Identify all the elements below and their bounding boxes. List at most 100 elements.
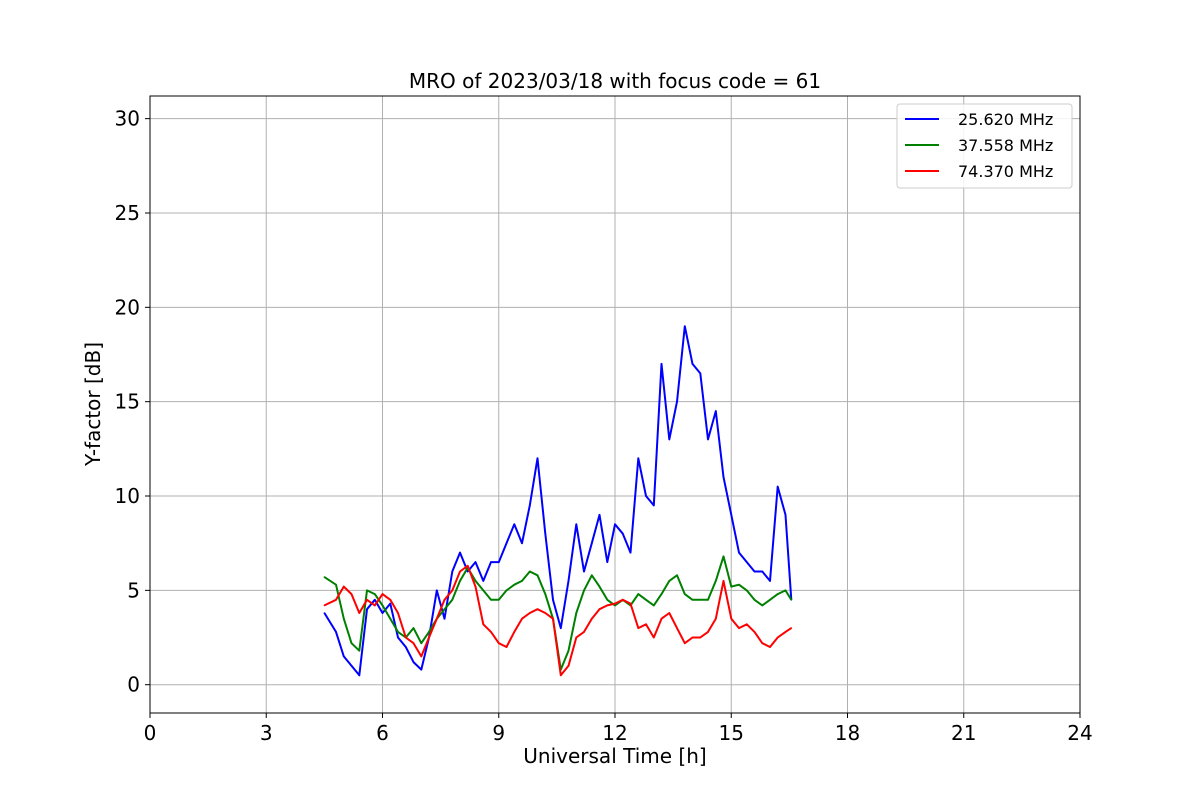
data-point (536, 457, 539, 460)
data-point (443, 617, 446, 620)
data-point (505, 589, 508, 592)
data-point (482, 580, 485, 582)
y-tick-label: 5 (127, 578, 140, 602)
data-point (529, 504, 531, 507)
data-point (474, 561, 477, 563)
data-point (443, 608, 446, 610)
data-point (513, 631, 516, 633)
data-point (606, 604, 609, 607)
data-point (536, 574, 539, 577)
data-point (684, 642, 686, 644)
data-point (637, 593, 640, 595)
data-point (381, 604, 384, 607)
data-point (389, 617, 392, 620)
series-line-1 (323, 325, 793, 677)
data-point (412, 627, 415, 629)
data-point (443, 599, 446, 601)
data-point (699, 599, 702, 601)
data-point (722, 580, 725, 582)
y-tick-label: 0 (127, 673, 140, 697)
data-point (776, 593, 779, 595)
data-point (776, 485, 779, 488)
y-tick-label: 20 (115, 295, 140, 319)
data-point (715, 410, 717, 412)
data-point (784, 514, 787, 516)
data-point (691, 636, 694, 639)
data-point (598, 608, 601, 610)
data-point (560, 627, 562, 629)
data-point (614, 604, 616, 607)
data-point (420, 668, 423, 671)
data-point (684, 325, 686, 328)
data-point (645, 623, 647, 626)
data-point (738, 627, 740, 629)
data-point (567, 665, 570, 667)
data-point (420, 642, 423, 644)
data-point (776, 636, 779, 639)
y-tick-label: 25 (115, 201, 140, 225)
y-axis-label: Y-factor [dB] (81, 342, 105, 467)
data-point (374, 599, 376, 601)
data-point (591, 617, 593, 620)
data-point (761, 642, 764, 644)
data-point (451, 589, 454, 592)
data-point (746, 623, 748, 626)
data-point (343, 655, 345, 658)
data-point (622, 532, 624, 535)
data-point (474, 580, 477, 582)
x-tick-label: 9 (492, 721, 505, 745)
data-point (691, 599, 694, 601)
data-point (653, 504, 655, 507)
data-point (790, 599, 793, 601)
data-point (738, 551, 740, 554)
data-point (428, 631, 430, 633)
data-point (412, 661, 415, 663)
data-point (637, 457, 640, 460)
legend-box (896, 103, 1073, 189)
data-point (335, 631, 337, 633)
x-tick-label: 3 (260, 721, 273, 745)
data-point (591, 574, 593, 577)
data-point (552, 599, 554, 601)
x-tick-label: 15 (719, 721, 744, 745)
data-point (614, 523, 616, 526)
chart-title: MRO of 2023/03/18 with focus code = 61 (409, 69, 821, 93)
data-point (614, 602, 616, 605)
data-point (544, 532, 547, 535)
data-point (668, 438, 671, 441)
data-point (397, 636, 399, 639)
data-point (676, 574, 678, 577)
data-point (459, 570, 461, 573)
data-point (715, 580, 717, 582)
data-point (606, 599, 609, 601)
data-point (645, 495, 647, 497)
data-point (358, 612, 361, 614)
x-tick-label: 0 (144, 721, 157, 745)
data-point (761, 604, 764, 607)
data-point (730, 585, 733, 588)
data-point (722, 555, 725, 558)
legend-label: 25.620 MHz (958, 110, 1053, 129)
data-point (653, 604, 655, 607)
data-point (474, 585, 477, 588)
data-point (746, 561, 748, 563)
data-point (335, 583, 337, 586)
data-point (397, 612, 399, 614)
data-point (381, 593, 384, 595)
data-point (381, 612, 384, 614)
data-point (691, 363, 694, 365)
data-point (529, 570, 531, 573)
data-point (490, 599, 492, 601)
x-tick-label: 21 (951, 721, 976, 745)
data-point (323, 612, 326, 614)
data-point (366, 599, 368, 601)
data-point (490, 631, 492, 633)
data-point (459, 551, 461, 554)
data-point (412, 642, 415, 644)
data-point (490, 561, 492, 563)
data-point (676, 627, 678, 629)
data-point (753, 599, 756, 601)
data-point (544, 612, 547, 614)
legend: 25.620 MHz 37.558 MHz 74.370 MHz (896, 103, 1073, 189)
